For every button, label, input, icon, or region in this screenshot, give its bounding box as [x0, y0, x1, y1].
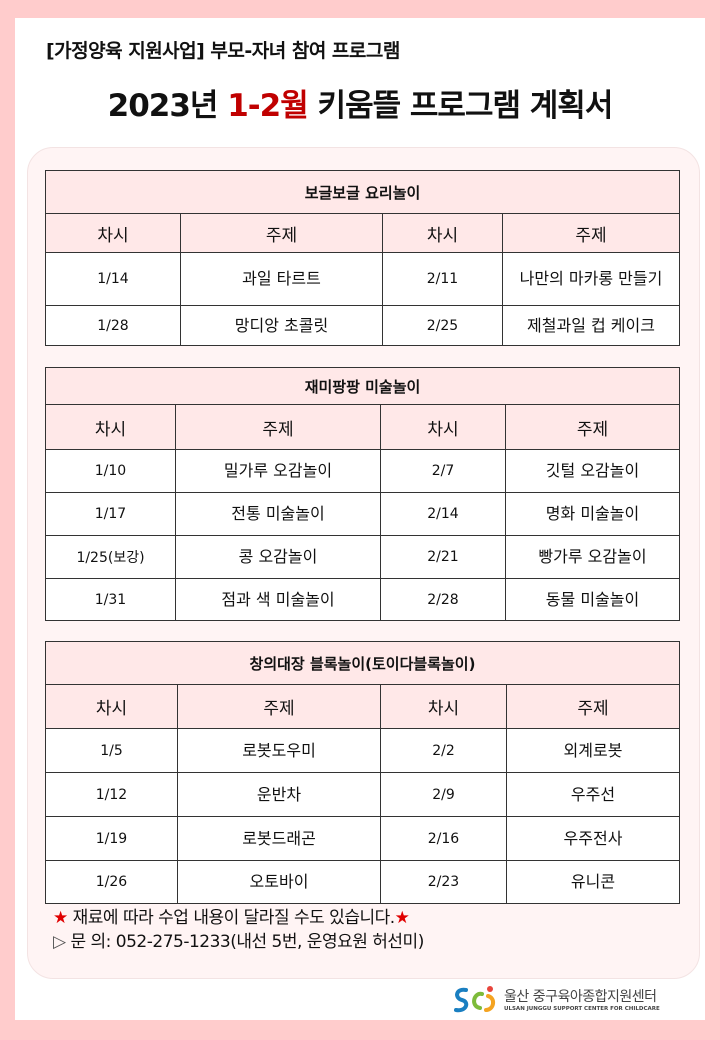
session-topic: 운반차: [177, 772, 381, 817]
session-date: 1/31: [45, 578, 176, 621]
column-header-session: 차시: [45, 684, 178, 729]
session-date: 1/10: [45, 449, 176, 493]
table-title: 창의대장 블록놀이(토이다블록놀이): [45, 641, 680, 685]
session-topic: 과일 타르트: [180, 252, 383, 306]
logo-name-en: ULSAN JUNGGU SUPPORT CENTER FOR CHILDCAR…: [504, 1006, 660, 1012]
session-date: 1/12: [45, 772, 178, 817]
notice-line: ★ 재료에 따라 수업 내용이 달라질 수도 있습니다.★: [53, 906, 424, 930]
table-row: 1/25(보강) 콩 오감놀이 2/21 빵가루 오감놀이: [45, 535, 680, 579]
star-icon: ★: [394, 908, 410, 928]
session-topic: 점과 색 미술놀이: [175, 578, 381, 621]
column-header-topic: 주제: [177, 684, 381, 729]
session-topic: 전통 미술놀이: [175, 492, 381, 536]
session-date: 2/21: [380, 535, 506, 579]
session-date: 1/26: [45, 860, 178, 904]
session-date: 1/28: [45, 305, 181, 346]
session-date: 1/5: [45, 728, 178, 773]
session-topic: 명화 미술놀이: [505, 492, 680, 536]
session-topic: 로봇도우미: [177, 728, 381, 773]
session-topic: 제철과일 컵 케이크: [502, 305, 680, 346]
column-header-topic: 주제: [502, 213, 680, 253]
subtitle: [가정양육 지원사업] 부모-자녀 참여 프로그램: [46, 40, 400, 62]
session-topic: 오토바이: [177, 860, 381, 904]
table-title: 보글보글 요리놀이: [45, 170, 680, 214]
triangle-icon: ▷: [53, 932, 66, 952]
session-date: 2/16: [380, 816, 507, 861]
table-row: 1/31 점과 색 미술놀이 2/28 동물 미술놀이: [45, 578, 680, 621]
session-topic: 밀가루 오감놀이: [175, 449, 381, 493]
table-title: 재미팡팡 미술놀이: [45, 367, 680, 405]
session-date: 1/17: [45, 492, 176, 536]
contact-line: ▷ 문 의: 052-275-1233(내선 5번, 운영요원 허선미): [53, 930, 424, 954]
column-header-topic: 주제: [180, 213, 383, 253]
table-row: 1/5 로봇도우미 2/2 외계로봇: [45, 728, 680, 773]
column-header-session: 차시: [380, 684, 507, 729]
session-date: 2/28: [380, 578, 506, 621]
session-topic: 로봇드래곤: [177, 816, 381, 861]
table-row: 1/12 운반차 2/9 우주선: [45, 772, 680, 817]
notice-text: 재료에 따라 수업 내용이 달라질 수도 있습니다.: [67, 908, 395, 928]
session-date: 1/14: [45, 252, 181, 306]
session-date: 2/9: [380, 772, 507, 817]
title-year: 2023년: [107, 88, 228, 124]
session-topic: 빵가루 오감놀이: [505, 535, 680, 579]
table-row: 1/19 로봇드래곤 2/16 우주전사: [45, 816, 680, 861]
session-date: 2/2: [380, 728, 507, 773]
session-topic: 깃털 오감놀이: [505, 449, 680, 493]
table-row: 1/14 과일 타르트 2/11 나만의 마카롱 만들기: [45, 252, 680, 306]
block-table: 창의대장 블록놀이(토이다블록놀이) 차시 주제 차시 주제 1/5 로봇도우미 2/2 외계로…: [45, 641, 680, 904]
table-row: 1/17 전통 미술놀이 2/14 명화 미술놀이: [45, 492, 680, 536]
art-table: 재미팡팡 미술놀이 차시 주제 차시 주제 1/10 밀가루 오감놀이 2/7 깃털 오감놀이 1…: [45, 367, 680, 621]
session-topic: 망디앙 초콜릿: [180, 305, 383, 346]
session-topic: 우주전사: [506, 816, 680, 861]
star-icon: ★: [53, 908, 68, 928]
notes: ★ 재료에 따라 수업 내용이 달라질 수도 있습니다.★ ▷ 문 의: 052…: [53, 906, 424, 954]
session-date: 2/7: [380, 449, 506, 493]
session-topic: 나만의 마카롱 만들기: [502, 252, 680, 306]
contact-text: 문 의: 052-275-1233(내선 5번, 운영요원 허선미): [65, 932, 424, 952]
session-topic: 우주선: [506, 772, 680, 817]
column-header-session: 차시: [382, 213, 503, 253]
title-months: 1-2월: [227, 88, 309, 124]
cooking-table: 보글보글 요리놀이 차시 주제 차시 주제 1/14 과일 타르트 2/11 나만의 마카롱 만…: [45, 170, 680, 346]
session-date: 2/23: [380, 860, 507, 904]
table-row: 1/26 오토바이 2/23 유니콘: [45, 860, 680, 904]
session-date: 2/11: [382, 252, 503, 306]
page-title: 2023년 1-2월 키움뜰 프로그램 계획서: [0, 80, 720, 125]
table-row: 1/10 밀가루 오감놀이 2/7 깃털 오감놀이: [45, 449, 680, 493]
table-row: 1/28 망디앙 초콜릿 2/25 제철과일 컵 케이크: [45, 305, 680, 346]
session-date: 2/25: [382, 305, 503, 346]
logo-name-ko: 울산 중구육아종합지원센터: [504, 989, 657, 1005]
column-header-session: 차시: [45, 404, 176, 450]
session-topic: 동물 미술놀이: [505, 578, 680, 621]
column-header-topic: 주제: [506, 684, 680, 729]
session-topic: 외계로봇: [506, 728, 680, 773]
session-date: 1/25(보강): [45, 535, 176, 579]
column-header-session: 차시: [380, 404, 506, 450]
logo-icon: [454, 986, 495, 1013]
session-date: 1/19: [45, 816, 178, 861]
session-date: 2/14: [380, 492, 506, 536]
title-rest: 키움뜰 프로그램 계획서: [307, 88, 614, 124]
session-topic: 콩 오감놀이: [175, 535, 381, 579]
column-header-topic: 주제: [175, 404, 381, 450]
center-logo: 울산 중구육아종합지원센터 ULSAN JUNGGU SUPPORT CENTE…: [452, 984, 660, 1014]
column-header-session: 차시: [45, 213, 181, 253]
column-header-topic: 주제: [505, 404, 680, 450]
session-topic: 유니콘: [506, 860, 680, 904]
